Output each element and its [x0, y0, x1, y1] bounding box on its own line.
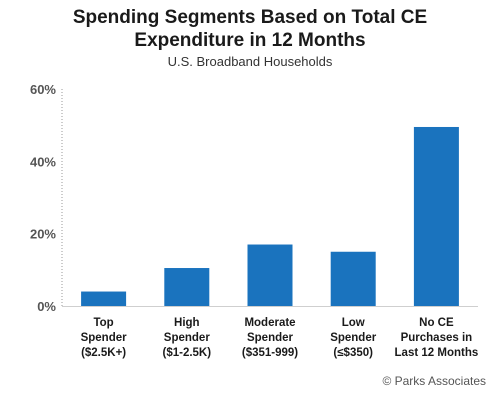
- y-tick-label: 20%: [30, 227, 56, 242]
- x-category-label: High Spender ($1-2.5K): [163, 317, 212, 359]
- y-tick-label: 0%: [37, 299, 56, 314]
- bar: [413, 126, 459, 306]
- x-category-label: Top Spender ($2.5K+): [81, 317, 128, 359]
- bar: [330, 251, 376, 306]
- x-category-label: Moderate Spender ($351-999): [242, 317, 298, 359]
- chart-title-line-2: Expenditure in 12 Months: [134, 30, 366, 51]
- x-category-label: No CE Purchases in Last 12 Months: [395, 317, 479, 359]
- chart-title: Spending Segments Based on Total CE Expe…: [0, 6, 500, 52]
- source-credit: © Parks Associates: [382, 374, 486, 388]
- chart-title-line-1: Spending Segments Based on Total CE: [72, 7, 428, 28]
- bar: [164, 268, 210, 306]
- bar: [247, 244, 293, 306]
- bar: [81, 291, 127, 306]
- y-tick-label: 60%: [30, 82, 56, 97]
- chart-subtitle: U.S. Broadband Households: [167, 54, 333, 69]
- y-tick-label: 40%: [30, 154, 56, 169]
- x-category-label: Low Spender (≤$350): [330, 317, 377, 359]
